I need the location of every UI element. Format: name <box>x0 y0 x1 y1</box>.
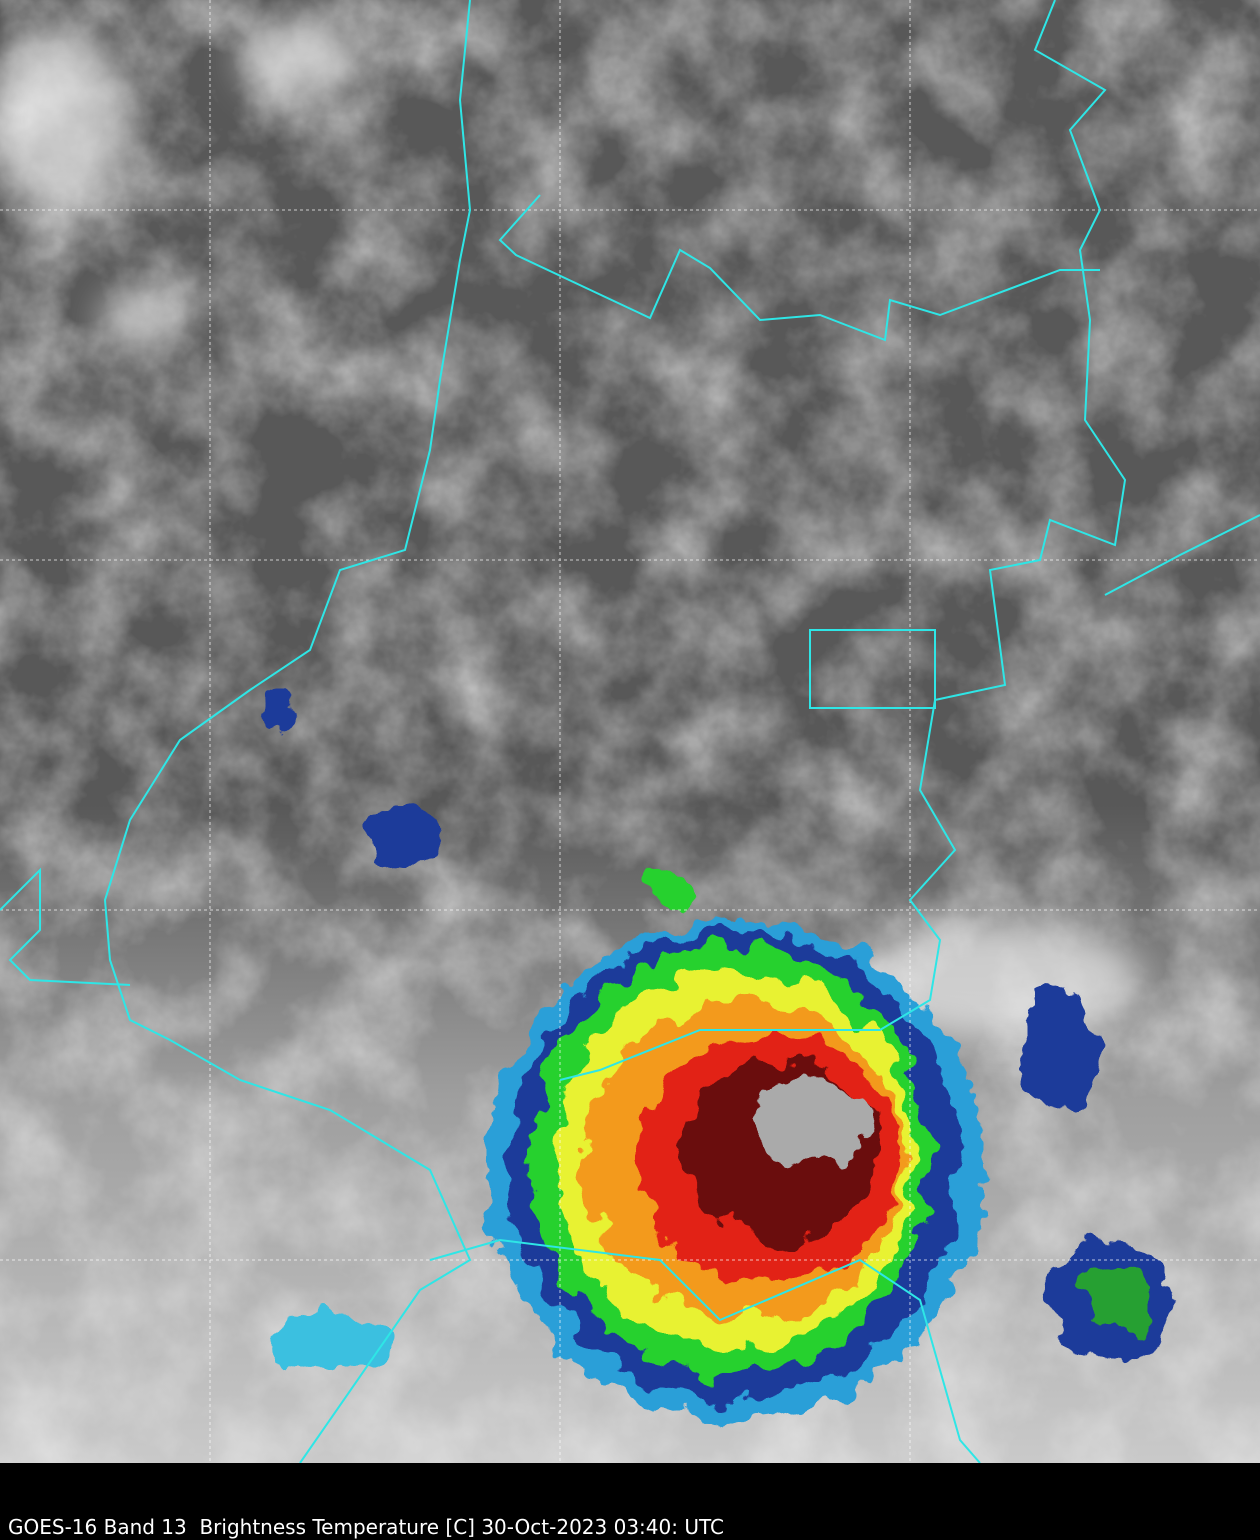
caption-bar <box>0 1463 1260 1540</box>
borders <box>0 0 1260 1463</box>
storm <box>485 920 985 1420</box>
graticule <box>0 0 1260 1463</box>
small-cells <box>262 688 1170 1370</box>
satellite-image <box>0 0 1260 1463</box>
caption: GOES-16 Band 13 Brightness Temperature [… <box>8 1515 724 1539</box>
